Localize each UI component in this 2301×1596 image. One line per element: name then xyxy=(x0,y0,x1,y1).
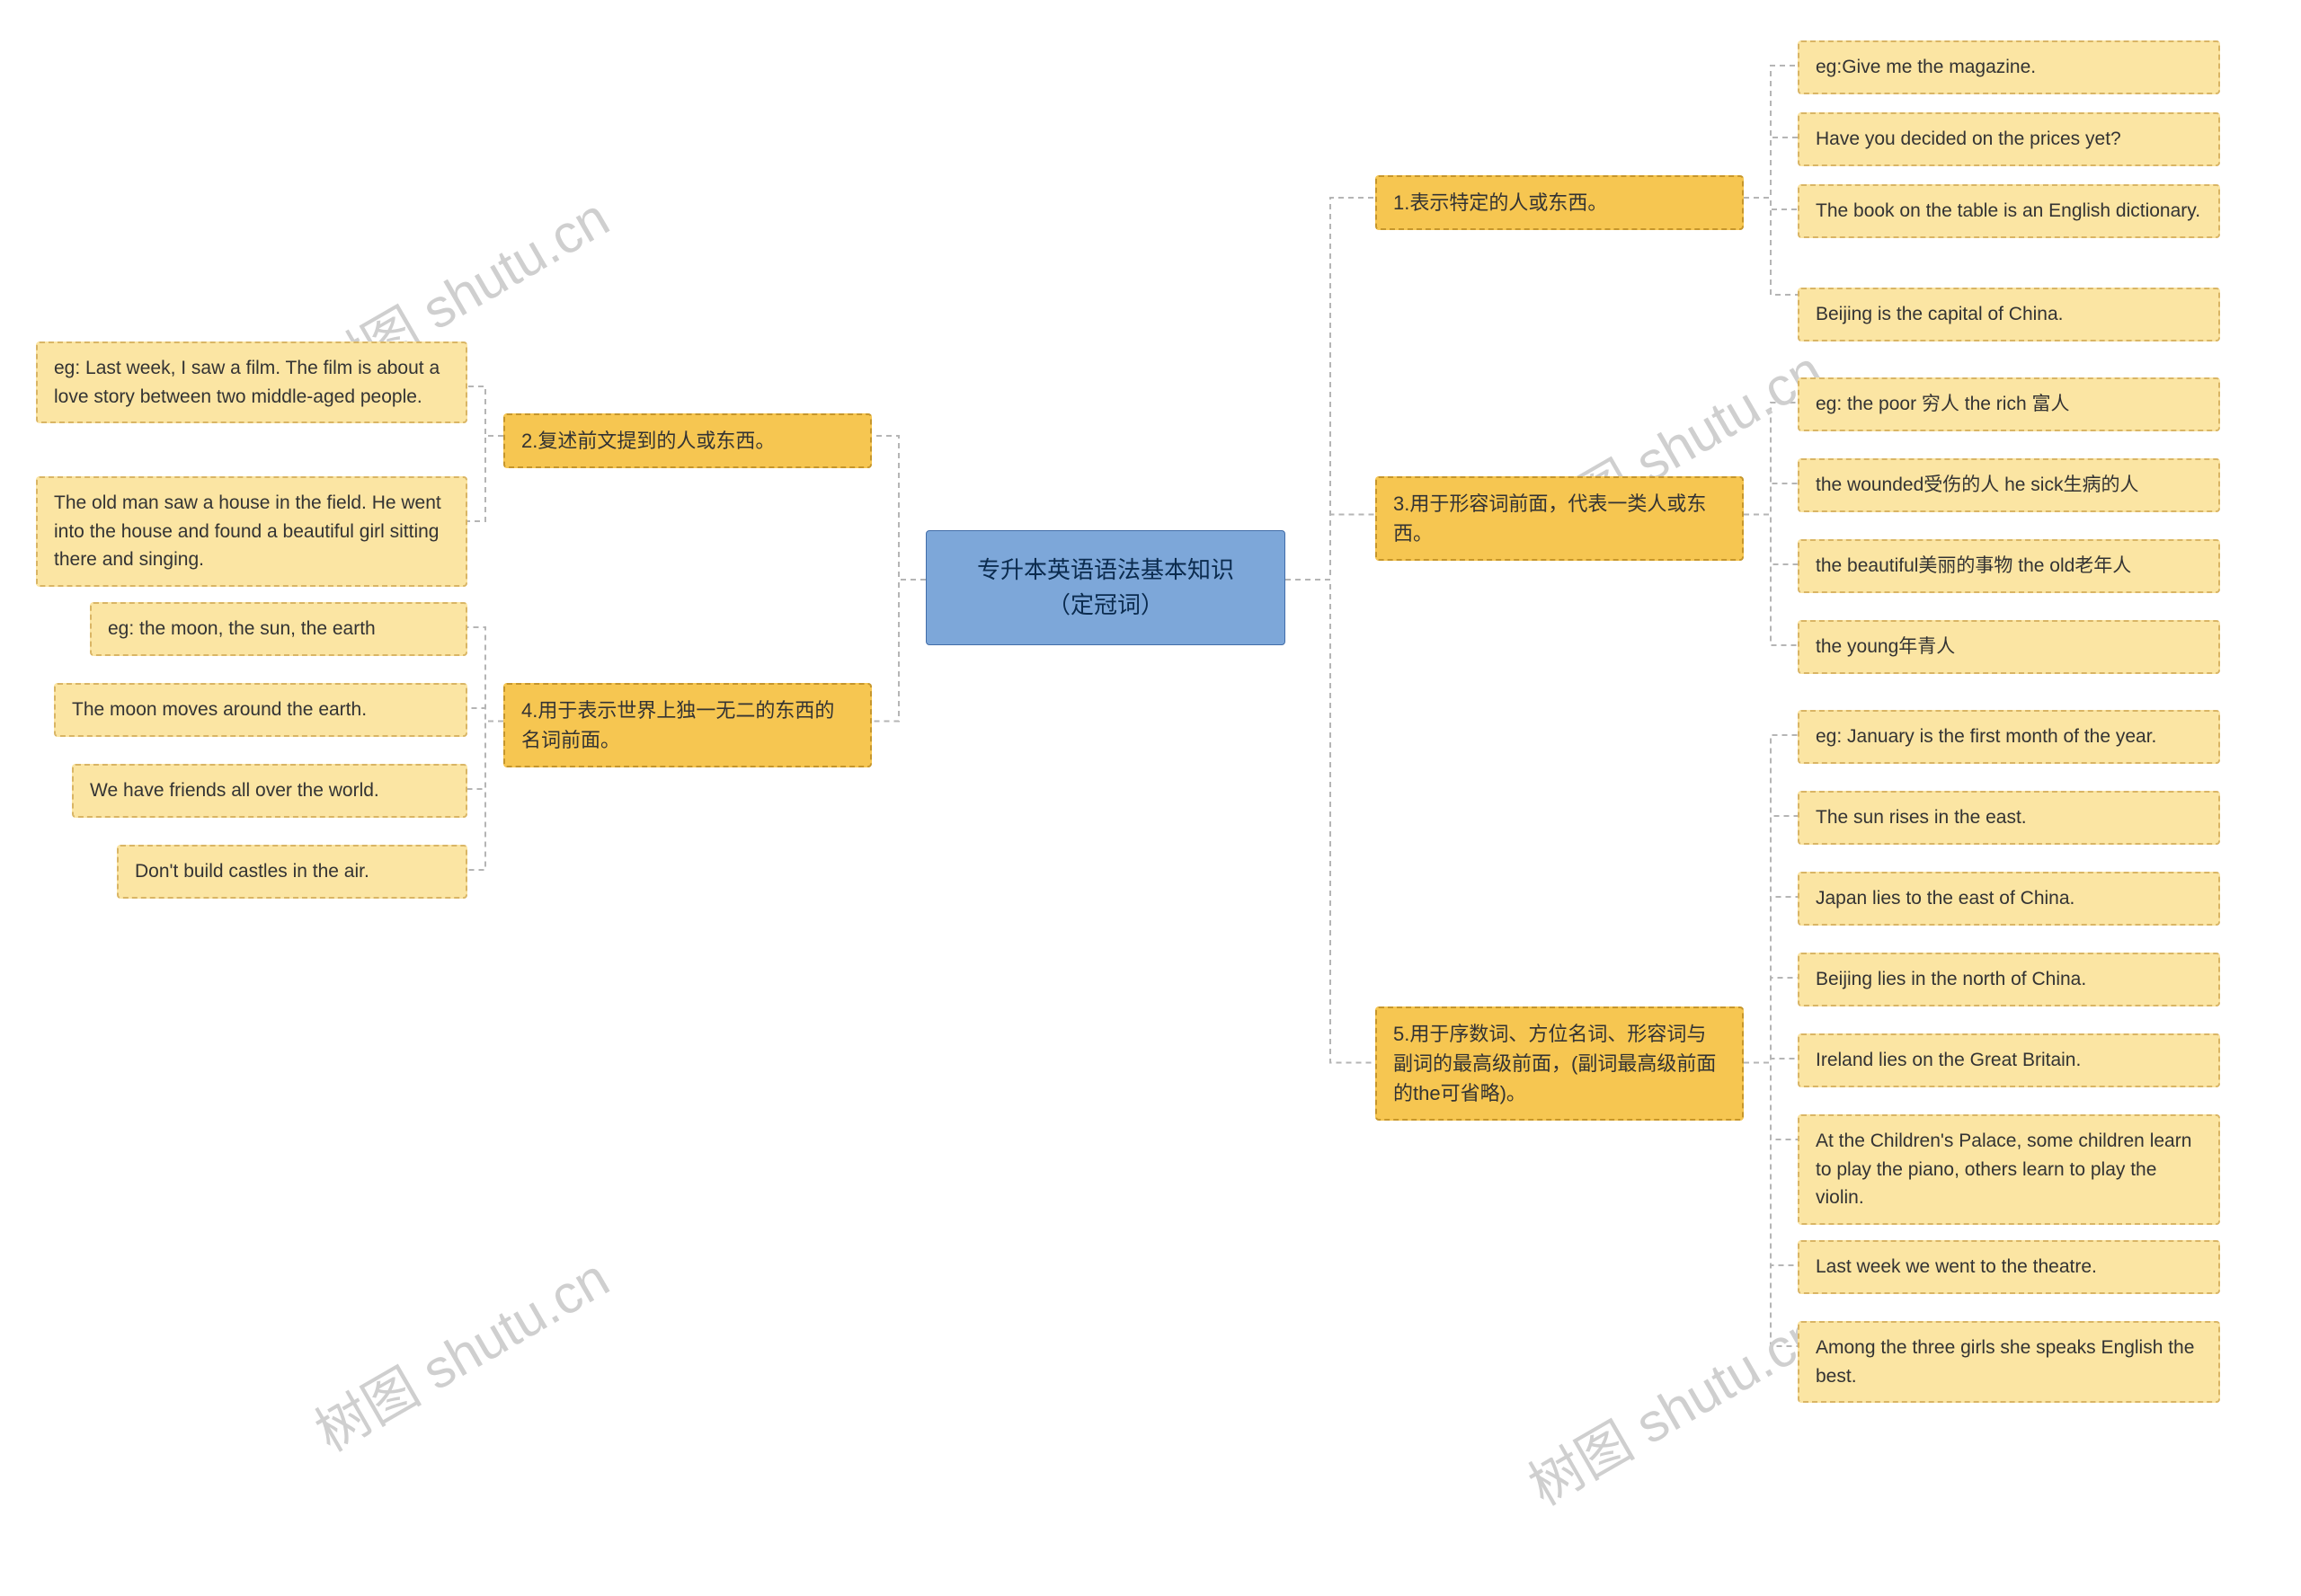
leaf-r3-0: eg: the poor 穷人 the rich 富人 xyxy=(1798,377,2220,431)
leaf-r5-4: Ireland lies on the Great Britain. xyxy=(1798,1033,2220,1087)
leaf-text: The book on the table is an English dict… xyxy=(1816,200,2200,221)
leaf-r1-3: Beijing is the capital of China. xyxy=(1798,288,2220,341)
branch-label: 4.用于表示世界上独一无二的东西的名词前面。 xyxy=(521,699,834,751)
leaf-text: At the Children's Palace, some children … xyxy=(1816,1130,2191,1208)
leaf-r5-7: Among the three girls she speaks English… xyxy=(1798,1321,2220,1403)
leaf-r3-3: the young年青人 xyxy=(1798,620,2220,674)
branch-label: 5.用于序数词、方位名词、形容词与副词的最高级前面，(副词最高级前面的the可省… xyxy=(1393,1023,1716,1104)
branch-label: 3.用于形容词前面，代表一类人或东西。 xyxy=(1393,492,1706,545)
branch-label: 1.表示特定的人或东西。 xyxy=(1393,191,1607,214)
leaf-r5-3: Beijing lies in the north of China. xyxy=(1798,953,2220,1006)
leaf-l4-3: Don't build castles in the air. xyxy=(117,845,467,899)
leaf-l4-0: eg: the moon, the sun, the earth xyxy=(90,602,467,656)
branch-r5: 5.用于序数词、方位名词、形容词与副词的最高级前面，(副词最高级前面的the可省… xyxy=(1375,1006,1744,1121)
leaf-r5-1: The sun rises in the east. xyxy=(1798,791,2220,845)
leaf-r5-5: At the Children's Palace, some children … xyxy=(1798,1114,2220,1225)
leaf-text: the beautiful美丽的事物 the old老年人 xyxy=(1816,555,2131,576)
root-line2: （定冠词） xyxy=(954,588,1257,623)
leaf-text: Have you decided on the prices yet? xyxy=(1816,129,2121,149)
leaf-text: the wounded受伤的人 he sick生病的人 xyxy=(1816,474,2138,495)
leaf-text: eg: January is the first month of the ye… xyxy=(1816,726,2156,747)
leaf-text: eg: Last week, I saw a film. The film is… xyxy=(54,358,440,407)
root-node: 专升本英语语法基本知识 （定冠词） xyxy=(926,530,1285,645)
leaf-l4-2: We have friends all over the world. xyxy=(72,764,467,818)
leaf-r3-2: the beautiful美丽的事物 the old老年人 xyxy=(1798,539,2220,593)
leaf-text: Japan lies to the east of China. xyxy=(1816,888,2074,909)
branch-r1: 1.表示特定的人或东西。 xyxy=(1375,175,1744,230)
branch-label: 2.复述前文提到的人或东西。 xyxy=(521,430,775,452)
leaf-text: Beijing is the capital of China. xyxy=(1816,304,2064,324)
leaf-text: The old man saw a house in the field. He… xyxy=(54,492,441,570)
branch-l2: 2.复述前文提到的人或东西。 xyxy=(503,413,872,468)
branch-r3: 3.用于形容词前面，代表一类人或东西。 xyxy=(1375,476,1744,561)
leaf-r5-6: Last week we went to the theatre. xyxy=(1798,1240,2220,1294)
leaf-text: Last week we went to the theatre. xyxy=(1816,1256,2097,1277)
branch-l4: 4.用于表示世界上独一无二的东西的名词前面。 xyxy=(503,683,872,767)
leaf-text: eg: the moon, the sun, the earth xyxy=(108,618,376,639)
leaf-r3-1: the wounded受伤的人 he sick生病的人 xyxy=(1798,458,2220,512)
leaf-r5-2: Japan lies to the east of China. xyxy=(1798,872,2220,926)
leaf-text: eg:Give me the magazine. xyxy=(1816,57,2036,77)
root-line1: 专升本英语语法基本知识 xyxy=(954,553,1257,588)
leaf-r1-1: Have you decided on the prices yet? xyxy=(1798,112,2220,166)
leaf-r1-0: eg:Give me the magazine. xyxy=(1798,40,2220,94)
leaf-text: The sun rises in the east. xyxy=(1816,807,2027,828)
leaf-text: the young年青人 xyxy=(1816,636,1955,657)
leaf-l4-1: The moon moves around the earth. xyxy=(54,683,467,737)
leaf-text: The moon moves around the earth. xyxy=(72,699,367,720)
leaf-l2-0: eg: Last week, I saw a film. The film is… xyxy=(36,341,467,423)
mindmap-canvas: 专升本英语语法基本知识 （定冠词） 1.表示特定的人或东西。 3.用于形容词前面… xyxy=(0,0,2301,1596)
leaf-text: Among the three girls she speaks English… xyxy=(1816,1337,2194,1387)
leaf-l2-1: The old man saw a house in the field. He… xyxy=(36,476,467,587)
leaf-text: Ireland lies on the Great Britain. xyxy=(1816,1050,2081,1070)
leaf-text: eg: the poor 穷人 the rich 富人 xyxy=(1816,394,2069,414)
leaf-text: Don't build castles in the air. xyxy=(135,861,369,882)
leaf-r5-0: eg: January is the first month of the ye… xyxy=(1798,710,2220,764)
leaf-text: We have friends all over the world. xyxy=(90,780,379,801)
leaf-text: Beijing lies in the north of China. xyxy=(1816,969,2086,989)
leaf-r1-2: The book on the table is an English dict… xyxy=(1798,184,2220,238)
